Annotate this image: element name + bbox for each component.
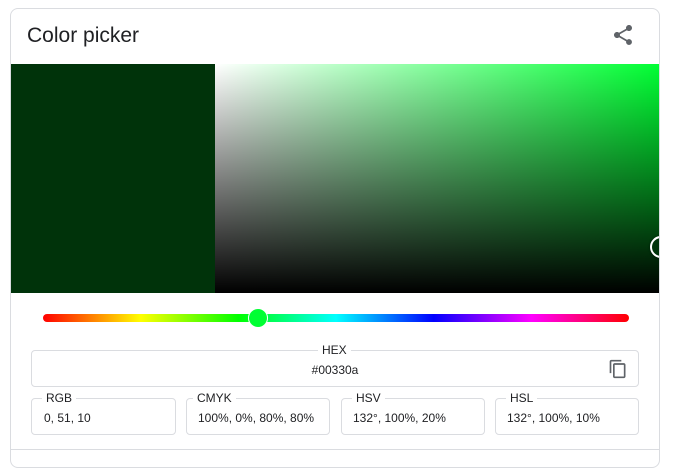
hsv-label: HSV — [352, 391, 385, 405]
hsv-value[interactable]: 132°, 100%, 20% — [353, 411, 446, 425]
hex-value[interactable]: #00330a — [311, 363, 359, 377]
share-icon[interactable] — [611, 23, 635, 47]
divider — [11, 449, 659, 450]
rgb-value[interactable]: 0, 51, 10 — [44, 411, 91, 425]
hsl-value[interactable]: 132°, 100%, 10% — [507, 411, 600, 425]
hsl-field[interactable]: HSL 132°, 100%, 10% — [495, 391, 639, 435]
rgb-label: RGB — [42, 391, 77, 405]
rgb-field[interactable]: RGB 0, 51, 10 — [31, 391, 176, 435]
hex-label: HEX — [318, 343, 351, 357]
color-picker-card: Color picker HEX #00330a RGB 0, 51, 10 C… — [10, 8, 660, 468]
cmyk-label: CMYK — [193, 391, 236, 405]
color-preview-swatch — [11, 64, 215, 293]
hue-slider[interactable] — [43, 314, 629, 322]
hsv-field[interactable]: HSV 132°, 100%, 20% — [341, 391, 485, 435]
card-title: Color picker — [27, 24, 140, 47]
cmyk-value[interactable]: 100%, 0%, 80%, 80% — [198, 411, 315, 425]
saturation-value-area[interactable] — [215, 64, 659, 293]
hex-field[interactable]: HEX #00330a — [31, 343, 639, 387]
hsl-label: HSL — [506, 391, 538, 405]
cmyk-field[interactable]: CMYK 100%, 0%, 80%, 80% — [186, 391, 330, 435]
copy-icon[interactable] — [608, 359, 628, 379]
hue-slider-thumb[interactable] — [247, 308, 268, 328]
